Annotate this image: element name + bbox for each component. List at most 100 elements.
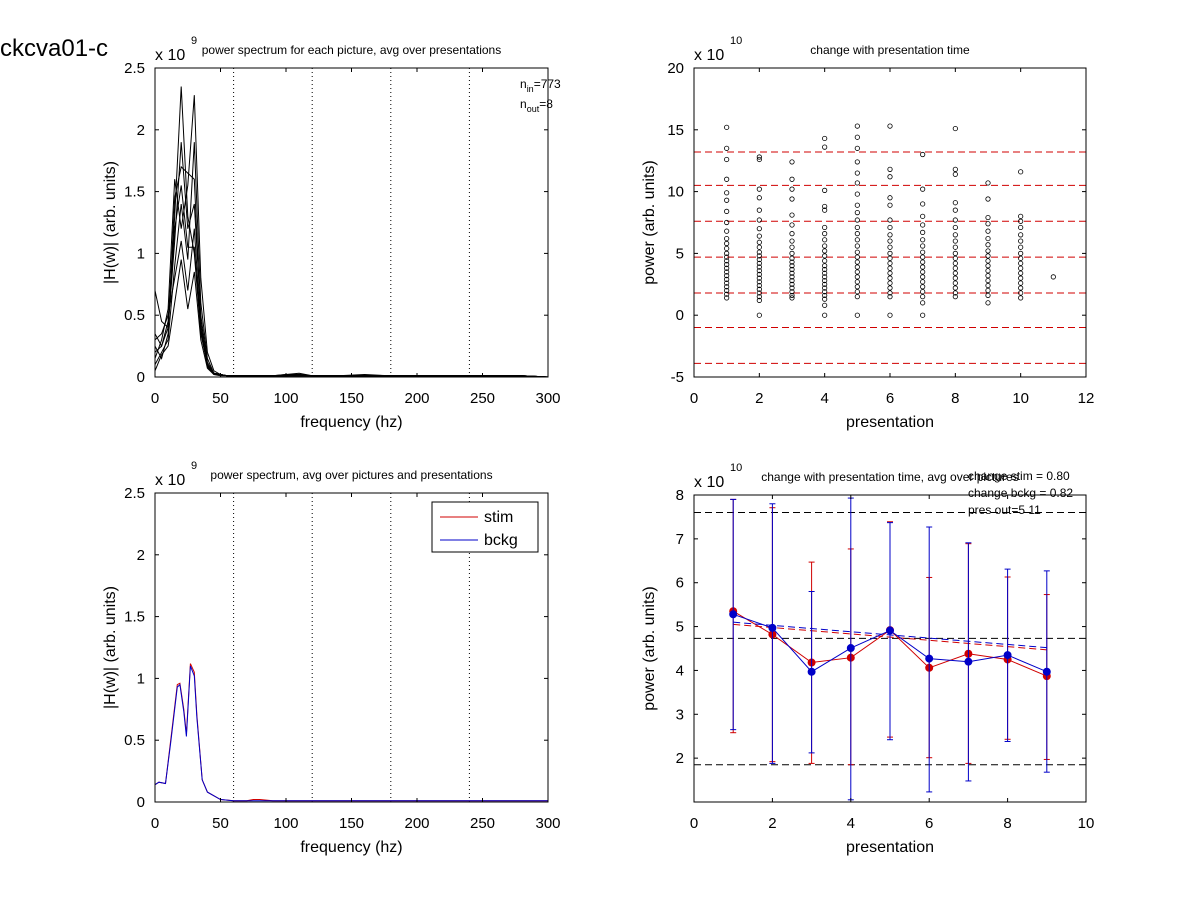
tr-scatter-point (887, 285, 893, 291)
tr-scatter-point (724, 258, 730, 264)
tr-scatter-point (724, 287, 730, 294)
tr-scatter-point (789, 259, 795, 265)
bl-x-tick-label: 200 (404, 815, 429, 832)
tr-scatter-point (854, 217, 860, 223)
tr-scatter-point (1018, 285, 1024, 291)
tr-scatter-point (724, 273, 730, 279)
bl-x-tick-label: 50 (212, 815, 229, 832)
tl-axes-title: power spectrum for each picture, avg ove… (202, 43, 501, 57)
tr-scatter-point (789, 176, 795, 182)
tr-scatter-point (756, 271, 762, 278)
tr-scatter-point (854, 284, 860, 290)
tr-scatter-point (952, 290, 958, 296)
tr-scatter-point (724, 250, 730, 256)
tr-scatter-point (789, 285, 795, 291)
tr-scatter-point (920, 259, 926, 265)
bl-y-tick-label: 2 (137, 547, 145, 564)
br-x-tick-label: 8 (1003, 815, 1011, 832)
tr-scatter-point (822, 203, 828, 210)
bl-y-tick-label: 2.5 (124, 485, 145, 502)
tr-scatter-point (1018, 213, 1024, 219)
tr-scatter-point (887, 294, 893, 300)
bl-y-tick-label: 1.5 (124, 609, 145, 626)
br-point-bckg (964, 657, 973, 666)
tr-scatter-point (789, 270, 795, 276)
tr-scatter-point (1018, 250, 1024, 256)
tr-scatter-point (789, 196, 795, 202)
tr-x-tick-label: 8 (951, 390, 959, 407)
bl-x-tick-label: 100 (273, 815, 298, 832)
tr-scatter-point (952, 255, 958, 261)
tr-scatter-point (854, 259, 860, 265)
tr-scatter-point (985, 248, 991, 254)
tr-scatter-point (756, 268, 762, 274)
tr-scatter-point (854, 224, 860, 231)
tr-scatter-point (952, 244, 958, 250)
tr-scatter-point (756, 279, 762, 285)
br-point-bckg (925, 654, 934, 663)
tr-scatter-point (920, 254, 926, 260)
tr-scatter-point (724, 291, 730, 297)
tr-scatter-point (1050, 274, 1056, 280)
tr-scatter-point (985, 214, 991, 221)
tr-scatter-point (854, 254, 860, 260)
tr-scatter-point (822, 302, 828, 308)
tr-scatter-point (887, 265, 893, 271)
tr-scatter-point (887, 224, 893, 231)
tr-x-tick-label: 4 (820, 390, 828, 407)
tr-scatter-point (822, 281, 828, 287)
tr-scatter-point (1018, 232, 1024, 238)
bl-x-tick-label: 300 (535, 815, 560, 832)
tr-scatter-point (920, 294, 926, 300)
tr-scatter-point (854, 231, 860, 237)
tr-scatter-point (854, 279, 860, 285)
br-x-tick-label: 4 (847, 815, 855, 832)
tr-y-tick-label: 0 (676, 307, 684, 324)
tr-scatter-point (756, 217, 762, 223)
tr-scatter-point (822, 289, 828, 295)
tl-annotation: nin=773 (520, 77, 561, 94)
tr-scatter-point (724, 190, 730, 196)
br-x-tick-label: 2 (768, 815, 776, 832)
tr-scatter-point (822, 277, 828, 284)
tr-scatter-point (854, 180, 860, 186)
tr-scatter-point (822, 270, 828, 276)
tr-scatter-point (822, 274, 828, 280)
br-point-bckg (1003, 651, 1012, 660)
tr-scatter-point (822, 207, 828, 213)
tr-scatter-point (1018, 244, 1024, 250)
tr-scatter-point (952, 125, 958, 132)
tr-scatter-point (789, 263, 795, 269)
tr-scatter-point (920, 201, 926, 207)
bl-y-tick-label: 0.5 (124, 732, 145, 749)
tr-scatter-point (1018, 169, 1024, 175)
tr-scatter-point (920, 249, 926, 255)
tr-x-tick-label: 6 (886, 390, 894, 407)
tr-scatter-point (756, 186, 762, 192)
br-y-tick-label: 5 (676, 619, 684, 636)
tr-scatter-point (854, 269, 860, 275)
tr-scatter-point (724, 240, 730, 247)
tl-y-exponent: x 10 (155, 47, 185, 64)
tr-scatter-point (756, 256, 762, 263)
tr-scatter-point (985, 180, 991, 186)
tr-scatter-point (887, 166, 893, 172)
tr-scatter-point (724, 197, 730, 203)
tl-x-tick-label: 50 (212, 390, 229, 407)
tr-scatter-point (789, 292, 795, 299)
tr-x-tick-label: 10 (1012, 390, 1029, 407)
tr-scatter-point (1018, 295, 1024, 301)
tr-scatter-point (985, 277, 991, 284)
tr-scatter-point (952, 270, 958, 276)
tr-scatter-point (822, 258, 828, 264)
tr-scatter-point (756, 275, 762, 281)
tr-scatter-point (1018, 290, 1024, 296)
br-y-tick-label: 6 (676, 575, 684, 592)
tr-x-tick-label: 0 (690, 390, 698, 407)
tr-scatter-point (887, 270, 893, 276)
tl-x-tick-label: 150 (339, 390, 364, 407)
tr-scatter-point (952, 280, 958, 286)
tr-scatter-point (887, 174, 893, 180)
br-point-bckg (886, 626, 894, 635)
